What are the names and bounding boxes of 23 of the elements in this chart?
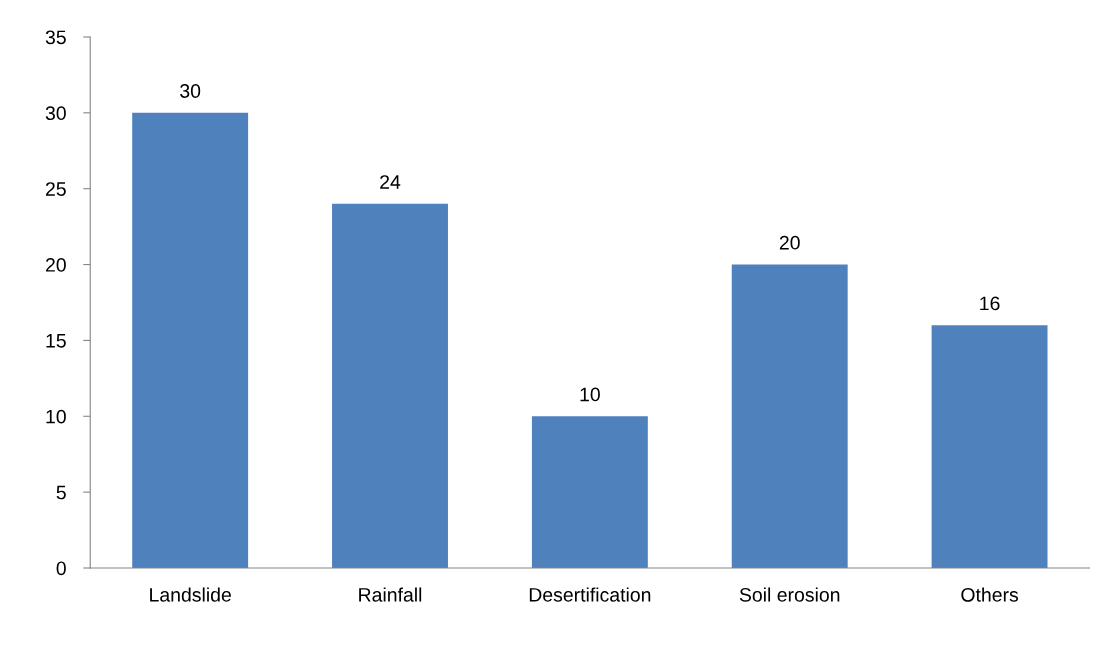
- y-tick-label: 10: [46, 409, 66, 424]
- data-label: 16: [980, 296, 1000, 311]
- bar: [531, 416, 648, 568]
- x-tick-label: Landslide: [150, 587, 231, 602]
- y-tick-label: 35: [45, 30, 66, 45]
- x-tick-label: Soil erosion: [739, 587, 840, 602]
- bar: [931, 325, 1048, 568]
- data-label: 30: [180, 84, 201, 98]
- bar: [332, 203, 448, 568]
- y-tick-label: 20: [45, 258, 66, 272]
- x-tick-label: Desertification: [529, 587, 651, 602]
- x-tick-label: Rainfall: [359, 587, 422, 602]
- data-label: 10: [580, 387, 600, 402]
- bar: [132, 112, 249, 568]
- y-tick-label: 0: [56, 561, 66, 576]
- x-tick-label: Others: [961, 587, 1019, 602]
- y-tick-label: 30: [45, 106, 66, 121]
- y-tick-label: 5: [56, 485, 66, 500]
- data-label: 20: [779, 235, 800, 250]
- bar: [731, 264, 848, 568]
- y-tick-label: 15: [46, 334, 66, 348]
- data-label: 24: [380, 175, 401, 189]
- y-tick-label: 25: [45, 182, 66, 196]
